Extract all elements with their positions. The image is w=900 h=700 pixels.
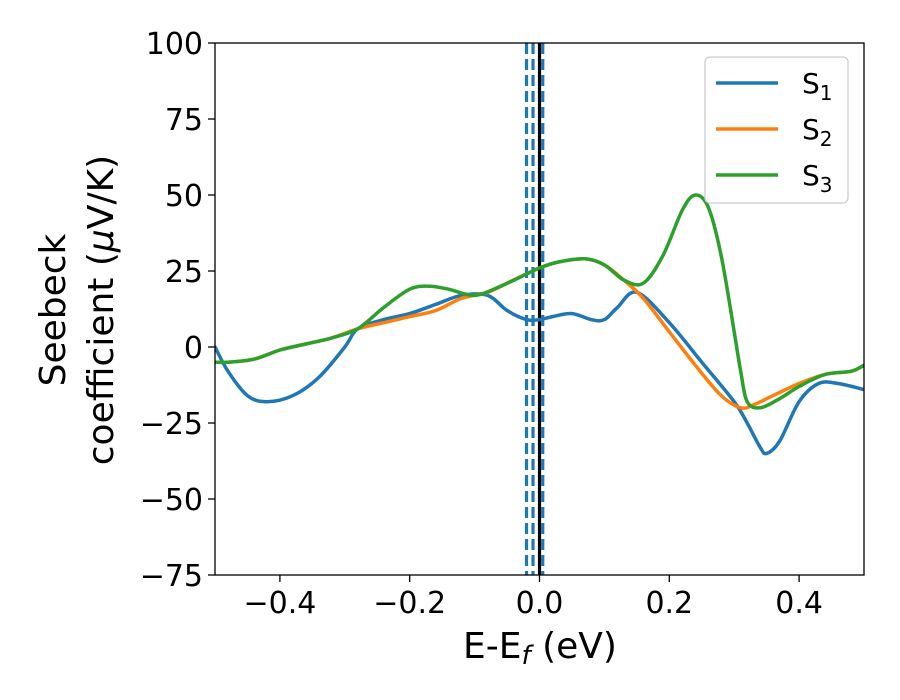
legend-label-s3: S3 xyxy=(802,159,833,197)
y-tick-label: 100 xyxy=(146,27,203,62)
y-axis-ticks: −75 −50 −25 0 25 50 75 100 xyxy=(140,27,215,594)
series-lines xyxy=(215,193,864,456)
y-axis-label-line1: Seebeck xyxy=(33,233,74,386)
y-tick-label: −25 xyxy=(140,407,203,442)
series-line-s3 xyxy=(215,193,864,410)
legend-label-s2: S2 xyxy=(802,113,833,151)
x-tick-label: 0.0 xyxy=(516,586,564,621)
y-tick-label: 0 xyxy=(184,331,203,366)
x-axis-ticks: −0.4 −0.2 0.0 0.2 0.4 xyxy=(243,575,823,621)
legend-label-s1: S1 xyxy=(802,67,833,105)
x-axis-label: E-Ef (eV) xyxy=(463,626,617,671)
series-line-s1 xyxy=(215,290,864,456)
x-tick-label: 0.2 xyxy=(645,586,693,621)
legend: S1 S2 S3 xyxy=(704,56,849,204)
x-tick-label: −0.2 xyxy=(373,586,446,621)
x-tick-label: 0.4 xyxy=(775,586,823,621)
y-axis-label: Seebeck coefficient (μV/K) xyxy=(33,155,122,465)
y-tick-label: 25 xyxy=(165,255,203,290)
x-tick-label: −0.4 xyxy=(243,586,316,621)
y-tick-label: −75 xyxy=(140,559,203,594)
y-axis-label-line2: coefficient (μV/K) xyxy=(81,155,122,465)
y-tick-label: −50 xyxy=(140,483,203,518)
y-tick-label: 50 xyxy=(165,179,203,214)
y-tick-label: 75 xyxy=(165,103,203,138)
vertical-lines xyxy=(524,43,545,575)
